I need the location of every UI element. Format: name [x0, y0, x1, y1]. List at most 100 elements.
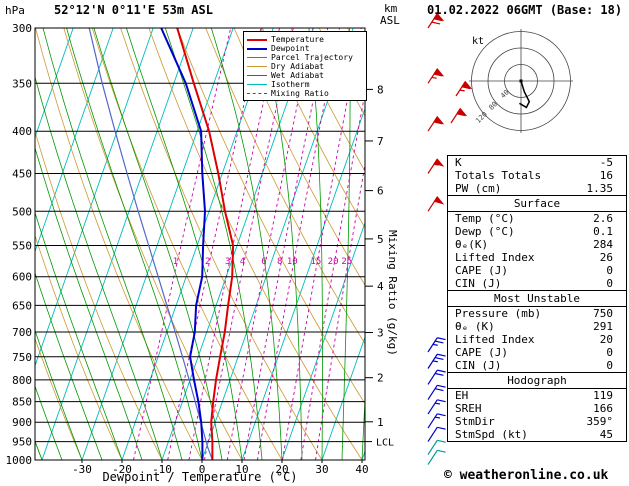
km-tick-labels: 8 7 6 5 4 3 2 1	[365, 83, 384, 429]
legend-item-label: Parcel Trajectory	[271, 53, 353, 62]
wind-barb	[427, 68, 445, 84]
stats-value: 26	[599, 251, 613, 264]
stats-row: EH 119	[448, 389, 626, 402]
hodograph-ring-label: 80	[487, 100, 499, 112]
legend-item-label: Isotherm	[271, 80, 310, 89]
wind-barb	[427, 413, 446, 429]
stats-row: CAPE (J) 0	[448, 346, 626, 359]
pressure-gridlines	[35, 28, 365, 460]
legend-item-label: Mixing Ratio	[271, 89, 329, 98]
wind-barb	[427, 439, 446, 455]
wind-barbs	[427, 12, 446, 465]
svg-text:10: 10	[287, 257, 298, 267]
svg-text:-10: -10	[152, 463, 172, 476]
svg-text:25: 25	[341, 257, 352, 267]
altitude-axis-unit-km: km	[384, 2, 398, 15]
legend-swatch	[247, 66, 267, 67]
stats-row: Lifted Index 26	[448, 251, 626, 264]
stats-row: K -5	[448, 156, 626, 169]
stats-label: Lifted Index	[455, 333, 535, 346]
legend-item-label: Wet Adiabat	[271, 71, 324, 80]
svg-text:2: 2	[205, 257, 210, 267]
legend-item: Isotherm	[247, 80, 364, 89]
stats-section-title: Hodograph	[448, 372, 626, 389]
upper-wind-barb	[450, 107, 468, 124]
hodograph-origin-marker	[519, 79, 523, 83]
svg-text:1000: 1000	[6, 454, 33, 467]
stats-value: -5	[599, 156, 613, 169]
plot-border	[34, 27, 366, 461]
altitude-axis-unit-asl: ASL	[380, 14, 400, 27]
stats-value: 0	[606, 264, 613, 277]
upper-wind-barb	[455, 80, 473, 97]
svg-text:700: 700	[12, 326, 32, 339]
wind-barb	[427, 449, 446, 465]
hodograph-ring-label: 120	[474, 110, 489, 125]
stats-label: StmDir	[455, 415, 495, 428]
stats-label: Temp (°C)	[455, 212, 515, 225]
legend-item: Temperature	[247, 35, 364, 44]
wind-barb	[427, 158, 445, 174]
stats-label: Dewp (°C)	[455, 225, 515, 238]
svg-text:750: 750	[12, 351, 32, 364]
stats-value: 20	[599, 333, 613, 346]
svg-text:-30: -30	[72, 463, 92, 476]
dewpoint-curve	[160, 28, 207, 460]
stats-label: Lifted Index	[455, 251, 535, 264]
stats-value: 359°	[586, 415, 614, 428]
legend-swatch	[247, 38, 267, 41]
svg-text:7: 7	[377, 135, 384, 148]
legend-item: Dry Adiabat	[247, 62, 364, 71]
svg-text:400: 400	[12, 125, 32, 138]
wind-barb	[427, 384, 446, 400]
svg-text:15: 15	[310, 257, 321, 267]
legend-item-label: Dry Adiabat	[271, 62, 324, 71]
legend-swatch	[247, 93, 267, 94]
stats-row: Dewp (°C) 0.1	[448, 225, 626, 238]
svg-text:550: 550	[12, 239, 32, 252]
svg-text:-20: -20	[112, 463, 132, 476]
svg-text:3: 3	[225, 257, 230, 267]
svg-text:10: 10	[235, 463, 248, 476]
svg-text:950: 950	[12, 436, 32, 449]
temp-tick-labels: -30 -20 -10 0 10 20 30 40	[72, 460, 369, 476]
stats-label: θₑ(K)	[455, 238, 489, 251]
legend-item: Dewpoint	[247, 44, 364, 53]
legend-item: Mixing Ratio	[247, 89, 364, 98]
stats-label: Pressure (mb)	[455, 307, 542, 320]
svg-text:6: 6	[377, 185, 384, 198]
legend-item: Wet Adiabat	[247, 71, 364, 80]
lcl-marker: LCL	[365, 438, 394, 449]
stats-row: Temp (°C) 2.6	[448, 212, 626, 225]
svg-text:1: 1	[173, 257, 178, 267]
wind-barb	[427, 196, 445, 212]
stats-label: EH	[455, 389, 469, 402]
wind-barb	[427, 399, 446, 415]
stats-value: 2.6	[593, 212, 613, 225]
svg-text:8: 8	[277, 257, 282, 267]
svg-text:850: 850	[12, 396, 32, 409]
stats-row: θₑ (K) 291	[448, 320, 626, 333]
stats-section-title: Most Unstable	[448, 290, 626, 307]
stats-panel: K -5 Totals Totals 16 PW (cm) 1.35 Surface Temp…	[447, 155, 627, 442]
stats-label: θₑ (K)	[455, 320, 495, 333]
stats-row: Pressure (mb) 750	[448, 307, 626, 320]
chart-datetime-title: 01.02.2022 06GMT (Base: 18)	[427, 3, 623, 17]
svg-text:20: 20	[328, 257, 339, 267]
stats-label: SREH	[455, 402, 482, 415]
svg-text:600: 600	[12, 271, 32, 284]
svg-text:300: 300	[12, 22, 32, 35]
svg-text:20: 20	[275, 463, 288, 476]
stats-row: StmSpd (kt) 45	[448, 428, 626, 441]
copyright: © weatheronline.co.uk	[444, 468, 609, 483]
stats-value: 16	[599, 169, 613, 182]
stats-value: 119	[593, 389, 613, 402]
svg-text:1: 1	[377, 416, 384, 429]
svg-text:450: 450	[12, 167, 32, 180]
stats-value: 0.1	[593, 225, 613, 238]
svg-text:900: 900	[12, 416, 32, 429]
hodograph-trace	[519, 80, 531, 109]
stats-value: 45	[599, 428, 613, 441]
legend-item-label: Temperature	[271, 35, 324, 44]
wind-barb	[427, 369, 446, 385]
